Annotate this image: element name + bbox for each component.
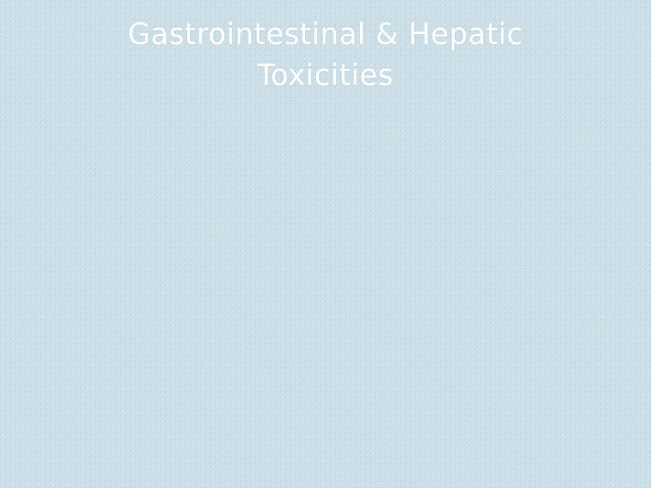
slide-title: Gastrointestinal & Hepatic Toxicities bbox=[60, 14, 591, 96]
slide-title-line-1: Gastrointestinal & Hepatic bbox=[127, 17, 524, 51]
slide-title-line-2: Toxicities bbox=[257, 58, 394, 92]
